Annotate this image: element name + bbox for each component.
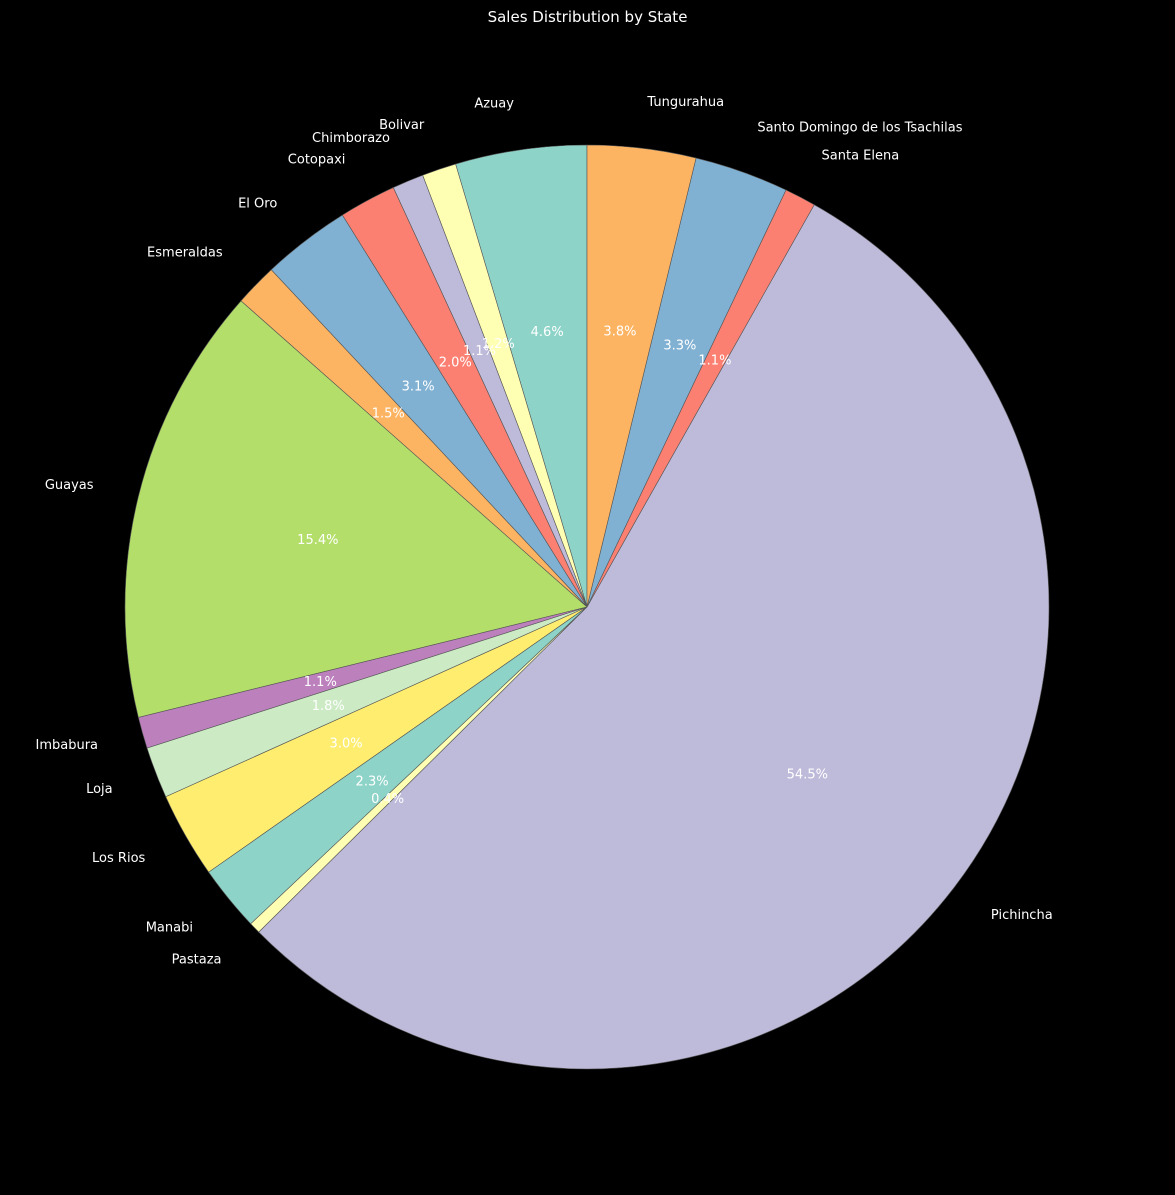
slice-label-azuay: Azuay	[474, 97, 514, 112]
percent-label-los-rios: 3.0%	[330, 737, 363, 752]
percent-label-cotopaxi: 2.0%	[439, 356, 472, 371]
slice-label-esmeraldas: Esmeraldas	[147, 245, 223, 260]
percent-label-bolivar: 1.2%	[482, 337, 515, 352]
percent-label-santa-elena: 1.1%	[698, 354, 731, 369]
slice-label-el-oro: El Oro	[238, 197, 277, 212]
slice-tungurahua	[586, 144, 697, 608]
slice-label-tungurahua: Tungurahua	[646, 95, 724, 110]
percent-label-manabi: 2.3%	[356, 775, 389, 790]
slice-label-pastaza: Pastaza	[172, 953, 222, 968]
percent-label-tungurahua: 3.8%	[603, 324, 636, 339]
percent-label-esmeraldas: 1.5%	[372, 406, 405, 421]
slice-label-loja: Loja	[86, 782, 113, 797]
percent-label-loja: 1.8%	[312, 699, 345, 714]
slice-label-cotopaxi: Cotopaxi	[288, 152, 346, 167]
slice-label-chimborazo: Chimborazo	[312, 131, 390, 146]
percent-label-chimborazo: 1.1%	[463, 344, 496, 359]
slice-label-manabi: Manabi	[146, 920, 193, 935]
slice-label-santo-domingo-de-los-tsachilas: Santo Domingo de los Tsachilas	[757, 121, 962, 136]
slice-label-santa-elena: Santa Elena	[822, 149, 900, 164]
percent-labels: 4.6%1.2%1.1%2.0%3.1%1.5%15.4%1.1%1.8%3.0…	[297, 324, 828, 807]
slice-guayas	[124, 300, 588, 718]
slice-label-imbabura: Imbabura	[35, 738, 98, 753]
percent-label-imbabura: 1.1%	[304, 675, 337, 690]
percent-label-el-oro: 3.1%	[402, 380, 435, 395]
slice-label-pichincha: Pichincha	[991, 908, 1053, 923]
chart-title: Sales Distribution by State	[488, 8, 688, 26]
slice-label-los-rios: Los Rios	[92, 851, 145, 866]
pie-slices	[124, 144, 1050, 1070]
percent-label-pichincha: 54.5%	[787, 768, 828, 783]
percent-label-guayas: 15.4%	[297, 533, 338, 548]
percent-label-santo-domingo-de-los-tsachilas: 3.3%	[663, 338, 696, 353]
percent-label-pastaza: 0.4%	[371, 792, 404, 807]
slice-label-guayas: Guayas	[45, 478, 94, 493]
slice-label-bolivar: Bolivar	[379, 118, 425, 133]
percent-label-azuay: 4.6%	[531, 325, 564, 340]
slice-pichincha	[258, 204, 1050, 1070]
